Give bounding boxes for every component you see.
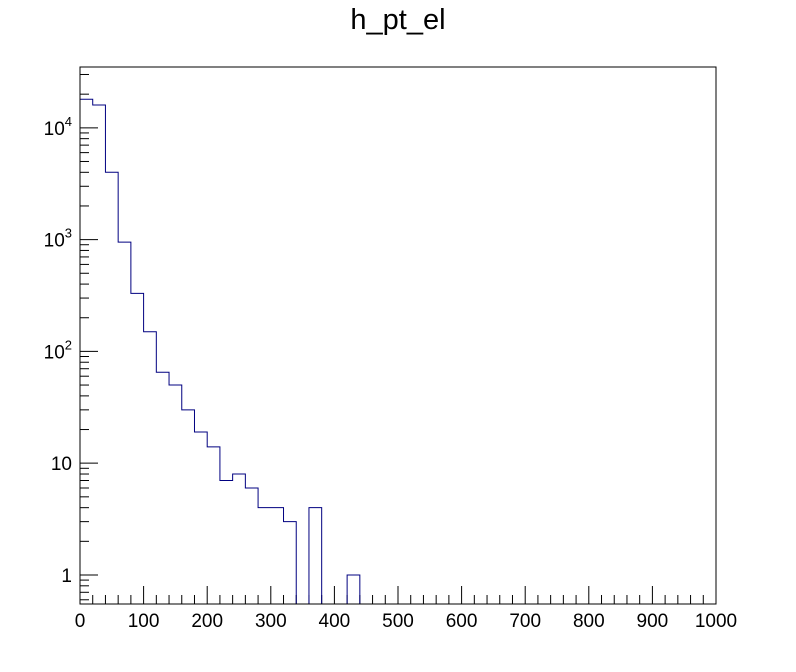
- x-tick-label: 200: [191, 611, 223, 632]
- tick-labels: 0 100 200 300 400 500 600 700 800 900 1000 1 10 102 10…: [44, 114, 738, 632]
- x-tick-label: 1000: [695, 611, 737, 632]
- histogram-line: [80, 98, 716, 605]
- y-tick-label: 103: [44, 226, 72, 252]
- x-tick-label: 100: [128, 611, 160, 632]
- chart-title: h_pt_el: [350, 4, 446, 36]
- x-tick-label: 600: [446, 611, 478, 632]
- x-tick-label: 800: [573, 611, 605, 632]
- y-tick-label: 10: [51, 454, 72, 475]
- x-tick-label: 900: [637, 611, 669, 632]
- plot-frame: [79, 66, 717, 605]
- y-tick-label: 102: [44, 337, 72, 363]
- x-tick-label: 300: [255, 611, 287, 632]
- x-tick-label: 700: [509, 611, 541, 632]
- x-tick-label: 400: [319, 611, 351, 632]
- x-tick-label: 0: [75, 611, 86, 632]
- y-tick-label: 104: [44, 114, 72, 140]
- axis-ticks: [79, 73, 717, 604]
- x-tick-label: 500: [382, 611, 414, 632]
- histogram-outline: [80, 98, 716, 605]
- y-tick-label: 1: [61, 566, 72, 587]
